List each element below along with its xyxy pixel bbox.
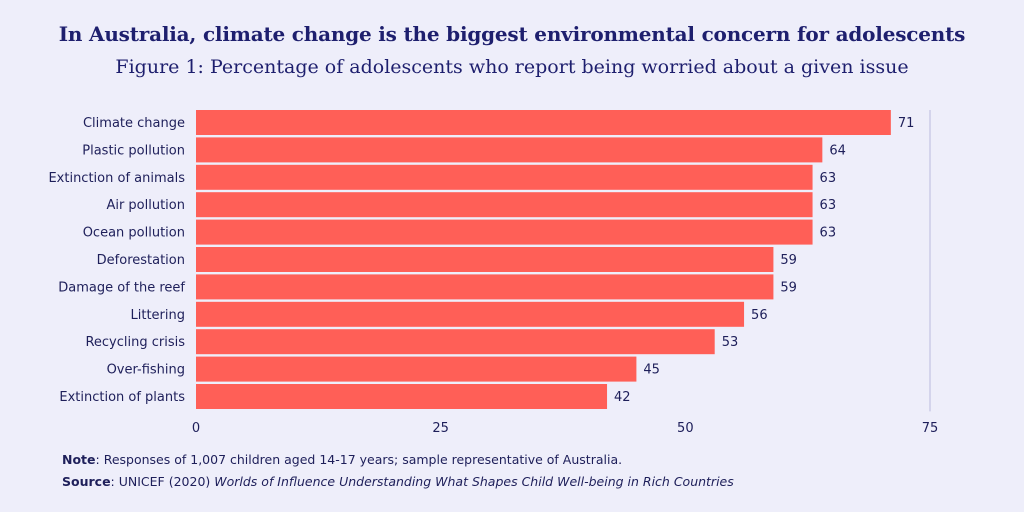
bar — [196, 219, 813, 245]
category-label: Air pollution — [106, 198, 185, 213]
category-label: Recycling crisis — [85, 335, 185, 350]
chart-subtitle: Figure 1: Percentage of adolescents who … — [115, 56, 909, 78]
data-label: 63 — [820, 198, 837, 213]
data-label: 71 — [898, 116, 915, 131]
note-text: : Responses of 1,007 children aged 14-17… — [95, 452, 623, 467]
data-label: 53 — [722, 335, 739, 350]
x-tick-label: 25 — [432, 421, 449, 436]
category-label: Deforestation — [97, 253, 185, 268]
x-tick-label: 50 — [677, 421, 694, 436]
data-label: 42 — [614, 390, 631, 405]
bar — [196, 384, 608, 409]
bar — [196, 356, 637, 382]
x-tick-label: 0 — [192, 421, 200, 436]
data-label: 59 — [780, 280, 797, 295]
source-title: Worlds of Influence Understanding What S… — [214, 474, 734, 489]
bar — [196, 274, 774, 300]
category-label: Climate change — [83, 116, 185, 131]
data-label: 64 — [829, 143, 846, 158]
bar — [196, 137, 823, 163]
bar — [196, 192, 813, 218]
source-text: : UNICEF (2020) — [110, 474, 215, 489]
category-label: Extinction of animals — [48, 171, 185, 186]
bar — [196, 301, 745, 327]
x-tick-label: 75 — [922, 421, 939, 436]
data-label: 56 — [751, 308, 768, 323]
bar — [196, 110, 891, 135]
category-label: Littering — [131, 308, 186, 323]
category-label: Ocean pollution — [83, 226, 185, 241]
bar — [196, 247, 774, 272]
category-label: Damage of the reef — [58, 280, 185, 295]
note-label: Note — [62, 452, 96, 467]
bar — [196, 164, 813, 190]
note-line: Note: Responses of 1,007 children aged 1… — [62, 452, 622, 467]
data-label: 63 — [820, 226, 837, 241]
source-line: Source: UNICEF (2020) Worlds of Influenc… — [62, 474, 734, 489]
category-label: Extinction of plants — [59, 390, 185, 405]
category-label: Plastic pollution — [82, 143, 185, 158]
data-label: 59 — [780, 253, 797, 268]
category-label: Over-fishing — [107, 363, 185, 378]
data-label: 63 — [820, 171, 837, 186]
source-label: Source — [62, 474, 111, 489]
chart-title: In Australia, climate change is the bigg… — [58, 22, 966, 46]
bar — [196, 329, 715, 355]
data-label: 45 — [643, 363, 660, 378]
